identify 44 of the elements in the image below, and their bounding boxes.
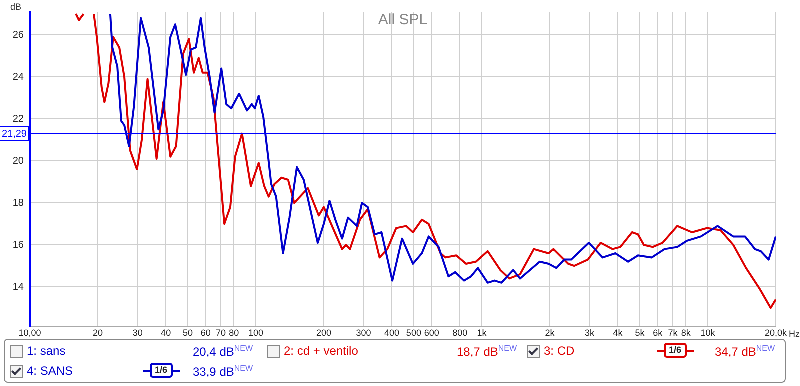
- y-axis-title: dB: [10, 2, 22, 12]
- y-tick-label: 18: [12, 198, 24, 209]
- text: 1: sans: [27, 344, 66, 358]
- text: NEW: [234, 344, 254, 353]
- x-axis-title: Hz: [789, 328, 800, 339]
- x-tick-label: 3k: [585, 328, 596, 338]
- x-tick-label: 6k: [653, 328, 664, 338]
- text: NEW: [234, 364, 254, 373]
- x-tick-label: 20: [93, 328, 104, 338]
- x-tick-label: 4k: [613, 328, 624, 338]
- text: NEW: [498, 344, 518, 353]
- y-tick-label: 14: [12, 282, 24, 293]
- text: 4: SANS: [27, 364, 74, 378]
- x-tick-label: 5k: [635, 328, 646, 338]
- x-tick-label: 400: [384, 328, 400, 338]
- x-tick-label: 500: [406, 328, 422, 338]
- x-tick-label: 30: [132, 328, 143, 338]
- y-tick-label: 26: [12, 30, 24, 41]
- x-tick-label: 200: [316, 328, 332, 338]
- text: 3: CD: [544, 344, 575, 358]
- x-tick-label: 10,00: [18, 328, 42, 338]
- chart-title: All SPL: [378, 12, 428, 29]
- text: 2: cd + ventilo: [284, 344, 358, 358]
- y-tick-label: 22: [12, 114, 24, 125]
- x-tick-label: 70: [216, 328, 226, 338]
- text: NEW: [756, 344, 776, 353]
- x-tick-label: 7k: [668, 328, 678, 338]
- x-tick-label: 100: [248, 328, 264, 338]
- x-tick-label: 50: [182, 328, 193, 338]
- x-tick-label: 60: [200, 328, 211, 338]
- x-tick-label: 8k: [681, 328, 692, 338]
- x-tick-label: 10k: [700, 328, 716, 338]
- ref-line-label: 21,29: [2, 128, 28, 140]
- y-tick-label: 16: [12, 240, 24, 251]
- x-tick-label: 40: [161, 328, 172, 338]
- x-tick-label: 80: [229, 328, 240, 338]
- x-tick-label: 1k: [477, 328, 488, 338]
- y-tick-label: 20: [12, 156, 24, 167]
- x-tick-label: 300: [356, 328, 372, 338]
- y-tick-label: 24: [12, 72, 24, 83]
- x-tick-label: 20,0k: [764, 328, 788, 338]
- x-tick-label: 800: [452, 328, 468, 338]
- x-tick-label: 600: [424, 328, 440, 338]
- x-tick-label: 2k: [545, 328, 556, 338]
